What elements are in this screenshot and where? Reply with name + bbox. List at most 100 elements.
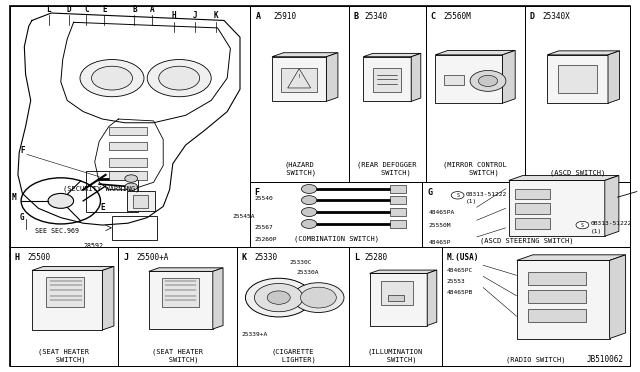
Text: B: B xyxy=(132,5,137,14)
Circle shape xyxy=(268,291,291,304)
Circle shape xyxy=(255,283,303,312)
Text: 25280: 25280 xyxy=(365,253,388,262)
Text: B: B xyxy=(354,12,359,21)
Text: 25560M: 25560M xyxy=(444,12,471,21)
Polygon shape xyxy=(609,255,625,339)
Text: 48465PC: 48465PC xyxy=(447,268,473,273)
Bar xyxy=(515,203,550,214)
Bar xyxy=(528,290,586,303)
Bar xyxy=(390,208,406,216)
Text: (RADIO SWITCH): (RADIO SWITCH) xyxy=(506,356,566,363)
Polygon shape xyxy=(32,266,114,270)
Bar xyxy=(349,247,442,366)
Polygon shape xyxy=(148,268,223,272)
Bar xyxy=(517,260,609,339)
Circle shape xyxy=(470,70,506,91)
Polygon shape xyxy=(547,51,620,55)
Text: 08313-51222: 08313-51222 xyxy=(466,192,507,197)
Bar xyxy=(364,57,411,101)
Bar xyxy=(112,216,157,240)
Bar xyxy=(133,195,148,208)
Text: D: D xyxy=(67,5,72,14)
Text: (ASCD SWITCH): (ASCD SWITCH) xyxy=(550,169,605,176)
Text: F: F xyxy=(20,146,25,155)
Text: 25553: 25553 xyxy=(447,279,465,284)
Circle shape xyxy=(48,193,74,208)
Text: JB510062: JB510062 xyxy=(587,355,624,364)
Text: M: M xyxy=(12,193,17,202)
Bar xyxy=(250,6,349,182)
Text: (CIGARETTE
   LIGHTER): (CIGARETTE LIGHTER) xyxy=(269,349,316,363)
Polygon shape xyxy=(272,53,338,57)
Text: L: L xyxy=(354,253,359,262)
Bar xyxy=(46,277,84,307)
Bar xyxy=(515,189,550,199)
Circle shape xyxy=(451,192,464,199)
Circle shape xyxy=(125,183,138,190)
Text: 25330C: 25330C xyxy=(290,260,312,265)
Bar xyxy=(528,272,586,285)
Bar xyxy=(435,55,502,103)
Bar xyxy=(250,182,422,247)
Text: (1): (1) xyxy=(591,229,602,234)
Bar xyxy=(127,191,155,211)
Polygon shape xyxy=(428,270,437,326)
Polygon shape xyxy=(435,50,515,55)
Polygon shape xyxy=(605,176,619,236)
Bar xyxy=(272,57,326,101)
Text: M.(USA): M.(USA) xyxy=(447,253,479,262)
Text: 25545A: 25545A xyxy=(232,214,255,219)
Text: !: ! xyxy=(298,74,301,78)
Circle shape xyxy=(292,283,344,312)
Bar xyxy=(426,6,525,182)
Text: S: S xyxy=(581,222,584,228)
Text: K: K xyxy=(242,253,247,262)
Bar xyxy=(109,171,147,180)
Bar xyxy=(109,127,147,135)
Text: 25330A: 25330A xyxy=(296,270,319,275)
Text: 0B313-51222: 0B313-51222 xyxy=(591,221,632,227)
Bar xyxy=(525,6,630,182)
Bar xyxy=(558,65,596,93)
Polygon shape xyxy=(369,270,437,273)
Text: 25500: 25500 xyxy=(28,253,51,262)
Bar xyxy=(32,270,102,330)
Bar xyxy=(109,142,147,150)
Text: (SEAT HEATER
   SWITCH): (SEAT HEATER SWITCH) xyxy=(38,349,90,363)
Bar xyxy=(390,220,406,228)
Circle shape xyxy=(301,196,317,205)
Text: S: S xyxy=(456,193,459,198)
Bar xyxy=(388,295,404,301)
Bar xyxy=(109,158,147,167)
Circle shape xyxy=(246,278,312,317)
Bar xyxy=(509,180,605,236)
Circle shape xyxy=(147,60,211,97)
Text: 25330: 25330 xyxy=(255,253,278,262)
Text: (REAR DEFOGGER
    SWITCH): (REAR DEFOGGER SWITCH) xyxy=(358,161,417,176)
Bar xyxy=(237,247,349,366)
Text: J: J xyxy=(193,12,198,20)
Text: (HAZARD
 SWITCH): (HAZARD SWITCH) xyxy=(282,161,316,176)
Polygon shape xyxy=(102,266,114,330)
Circle shape xyxy=(159,66,200,90)
Text: (ASCD STEERING SWITCH): (ASCD STEERING SWITCH) xyxy=(479,237,573,244)
Text: 25910: 25910 xyxy=(274,12,297,21)
Text: H: H xyxy=(172,12,177,20)
Text: 25340: 25340 xyxy=(365,12,388,21)
Bar xyxy=(86,171,138,212)
Text: 25540: 25540 xyxy=(255,196,273,201)
Polygon shape xyxy=(364,53,421,57)
Bar xyxy=(381,281,413,305)
Text: C: C xyxy=(431,12,436,21)
Text: (MIRROR CONTROL
    SWITCH): (MIRROR CONTROL SWITCH) xyxy=(444,161,507,176)
Bar xyxy=(369,273,427,326)
Polygon shape xyxy=(412,53,421,101)
Text: D: D xyxy=(530,12,535,21)
Bar xyxy=(528,309,586,322)
Circle shape xyxy=(479,75,498,86)
Bar xyxy=(250,182,349,247)
Text: G: G xyxy=(20,213,25,222)
Text: (SEAT HEATER
   SWITCH): (SEAT HEATER SWITCH) xyxy=(152,349,203,363)
Bar xyxy=(422,182,630,247)
Circle shape xyxy=(301,219,317,228)
